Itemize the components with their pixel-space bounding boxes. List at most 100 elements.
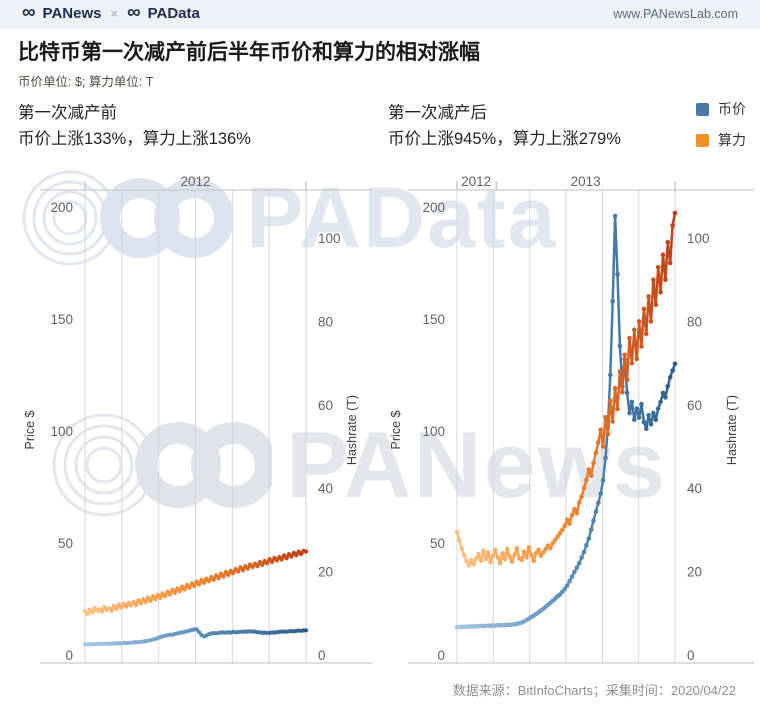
price-axis-title: Price $ [389,411,403,450]
series-marker [194,579,199,584]
series-marker [223,569,228,575]
hashrate-legend-swatch [696,133,709,147]
series-marker [672,210,678,216]
brand-logos: ∞ PANews × ∞ PAData [22,2,200,23]
series-marker [651,277,656,282]
series-marker [572,506,577,512]
series-marker [629,360,635,366]
series-marker [457,538,462,543]
series-marker [641,306,647,312]
series-marker [231,571,236,576]
series-marker [121,601,126,606]
series-marker [226,572,231,577]
series-marker [141,597,146,602]
series-marker [459,546,465,551]
series-marker [574,510,580,516]
series-marker [586,536,592,541]
series-marker [116,602,122,607]
series-marker [265,561,270,566]
series-marker [509,559,515,564]
series-marker [160,591,165,596]
series-marker [124,604,129,609]
series-marker [505,546,510,552]
series-marker [600,444,606,449]
series-marker [170,587,175,592]
hashrate-tick-label: 40 [318,481,333,496]
series-marker [197,582,202,587]
chart-title-before: 第一次减产前 [18,104,117,122]
series-marker [182,587,187,592]
series-marker [591,460,596,466]
series-marker [670,368,675,373]
series-marker [514,545,520,551]
series-marker [131,599,136,605]
panews-logo-text: PANews [42,5,102,22]
series-marker [562,523,568,528]
series-marker [172,590,177,595]
series-marker [646,294,651,299]
series-marker [238,565,243,570]
series-marker [665,239,671,245]
series-marker [299,552,304,557]
series-marker [146,595,151,600]
series-marker [119,605,124,610]
series-marker [497,561,503,566]
page-title: 比特币第一次减产前后半年币价和算力的相对涨幅 [18,41,480,64]
series-marker [507,554,512,559]
hashrate-tick-label: 20 [687,565,702,580]
series-marker [289,554,294,559]
series-marker [129,603,134,608]
series-marker [99,609,105,614]
series-marker [529,552,534,558]
series-marker [165,589,170,594]
price-tick-label: 100 [50,424,73,439]
series-marker [581,549,587,555]
chart-header-before: 第一次减产前 币价上涨133%，算力上涨136% [18,101,251,152]
series-marker [512,552,517,558]
series-marker [488,560,493,565]
chart-after-halving: 2012 2013 0 50 100 150 200 0 20 40 60 80 100 Price $ H… [389,175,754,664]
series-marker [245,566,250,571]
chart-header-after: 第一次减产后 币价上涨945%，算力上涨279% [388,101,621,152]
year-label: 2012 [180,175,210,189]
hashrate-tick-label: 0 [318,648,326,663]
series-marker [653,417,659,423]
series-marker [665,383,671,389]
series-marker [216,576,221,581]
series-marker [667,260,673,266]
series-marker [464,558,469,564]
series-marker [548,545,553,551]
series-marker [255,564,260,569]
series-marker [303,549,309,554]
page-subtitle: 币价单位: $; 算力单位: T [18,75,154,89]
series-marker [555,534,560,539]
header-bar: ∞ PANews × ∞ PAData www.PANewsLab.com [0,0,760,28]
series-marker [138,601,143,606]
series-marker [569,574,575,579]
series-marker [564,517,570,522]
panews-logo-icon: ∞ [22,2,36,23]
series-marker [610,419,615,424]
hashrate-axis-title: Hashrate (T) [725,395,739,465]
brand-separator: × [110,6,119,21]
series-marker [469,557,474,563]
series-marker [670,223,675,228]
price-tick-label: 0 [65,648,73,663]
series-hashrate [454,210,678,568]
series-marker [562,586,568,592]
price-tick-label: 150 [50,312,73,327]
series-marker [476,551,481,557]
series-marker [579,494,584,499]
price-tick-label: 0 [437,648,445,663]
series-marker [294,553,299,558]
series-marker [596,440,601,445]
series-marker [495,555,500,560]
series-marker [163,594,168,599]
series-marker [658,289,663,295]
series-marker [175,586,180,591]
hashrate-tick-label: 60 [687,398,702,413]
price-tick-label: 50 [430,536,445,551]
series-marker [617,343,623,349]
series-marker [158,595,163,600]
series-marker [632,327,637,332]
